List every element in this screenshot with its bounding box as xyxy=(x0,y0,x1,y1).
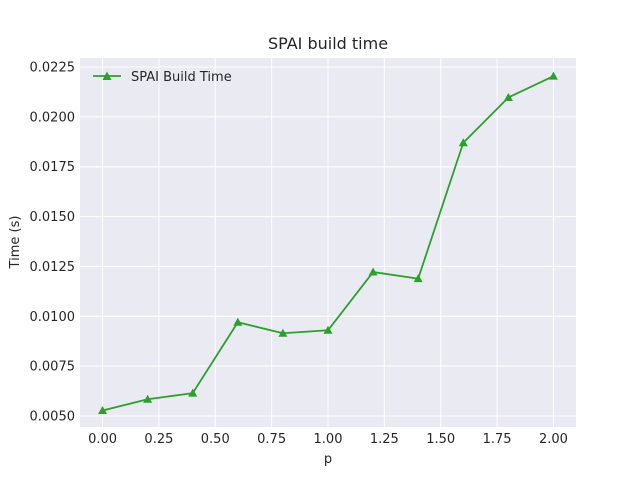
x-tick-label: 0.75 xyxy=(257,432,286,447)
data-point-marker xyxy=(368,267,378,276)
grid-lines xyxy=(80,58,576,427)
y-axis-ticks: 0.0050 0.0075 0.0100 0.0125 0.0150 0.0175 0.02… xyxy=(30,60,76,424)
data-point-marker xyxy=(233,317,243,326)
x-tick-label: 1.25 xyxy=(370,432,399,447)
x-tick-label: 0.50 xyxy=(201,432,230,447)
legend: SPAI Build Time xyxy=(93,70,232,85)
chart-title: SPAI build time xyxy=(268,34,388,53)
y-tick-label: 0.0225 xyxy=(30,60,76,75)
y-tick-label: 0.0050 xyxy=(30,410,76,425)
x-tick-label: 1.00 xyxy=(314,432,343,447)
x-tick-label: 1.75 xyxy=(483,432,512,447)
y-tick-label: 0.0125 xyxy=(30,260,76,275)
data-point-marker xyxy=(98,405,108,414)
data-point-marker xyxy=(503,92,513,101)
x-tick-label: 2.00 xyxy=(539,432,568,447)
y-axis-label: Time (s) xyxy=(8,216,23,270)
x-tick-label: 1.50 xyxy=(426,432,455,447)
y-tick-label: 0.0175 xyxy=(30,160,76,175)
legend-label: SPAI Build Time xyxy=(131,70,232,85)
data-point-marker xyxy=(143,394,153,403)
data-point-marker xyxy=(458,138,468,147)
data-point-marker xyxy=(188,388,198,397)
series-layer xyxy=(98,71,558,414)
y-tick-label: 0.0200 xyxy=(30,110,76,125)
data-point-marker xyxy=(413,274,423,283)
data-point-marker xyxy=(278,328,288,337)
x-tick-label: 0.00 xyxy=(88,432,117,447)
y-tick-label: 0.0100 xyxy=(30,310,76,325)
data-point-marker xyxy=(323,325,333,334)
x-axis-ticks: 0.00 0.25 0.50 0.75 1.00 1.25 1.50 1.75 2.00 xyxy=(88,432,568,447)
x-tick-label: 0.25 xyxy=(144,432,173,447)
legend-marker xyxy=(102,71,112,80)
y-tick-label: 0.0150 xyxy=(30,210,76,225)
y-tick-label: 0.0075 xyxy=(30,360,76,375)
data-point-marker xyxy=(548,71,558,80)
x-axis-label: p xyxy=(324,452,332,467)
